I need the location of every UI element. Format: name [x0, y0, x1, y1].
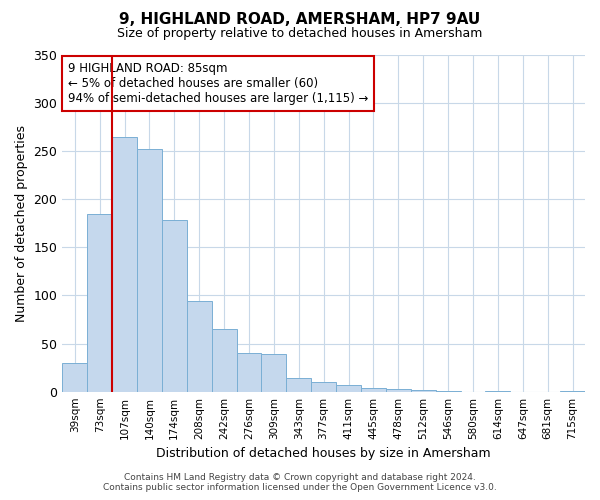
Bar [187, 302, 212, 392]
Text: 9, HIGHLAND ROAD, AMERSHAM, HP7 9AU: 9, HIGHLAND ROAD, AMERSHAM, HP7 9AU [119, 12, 481, 28]
Text: Size of property relative to detached houses in Amersham: Size of property relative to detached ho… [118, 28, 482, 40]
Bar [212, 329, 236, 392]
Bar [560, 390, 585, 392]
Text: 9 HIGHLAND ROAD: 85sqm
← 5% of detached houses are smaller (60)
94% of semi-deta: 9 HIGHLAND ROAD: 85sqm ← 5% of detached … [68, 62, 368, 104]
Bar [436, 390, 461, 392]
Bar [336, 385, 361, 392]
X-axis label: Distribution of detached houses by size in Amersham: Distribution of detached houses by size … [157, 447, 491, 460]
Bar [411, 390, 436, 392]
Bar [485, 390, 511, 392]
Bar [62, 363, 87, 392]
Text: Contains HM Land Registry data © Crown copyright and database right 2024.
Contai: Contains HM Land Registry data © Crown c… [103, 473, 497, 492]
Bar [361, 388, 386, 392]
Bar [311, 382, 336, 392]
Bar [286, 378, 311, 392]
Bar [87, 214, 112, 392]
Bar [137, 150, 162, 392]
Y-axis label: Number of detached properties: Number of detached properties [15, 125, 28, 322]
Bar [112, 137, 137, 392]
Bar [262, 354, 286, 392]
Bar [236, 353, 262, 392]
Bar [386, 389, 411, 392]
Bar [162, 220, 187, 392]
